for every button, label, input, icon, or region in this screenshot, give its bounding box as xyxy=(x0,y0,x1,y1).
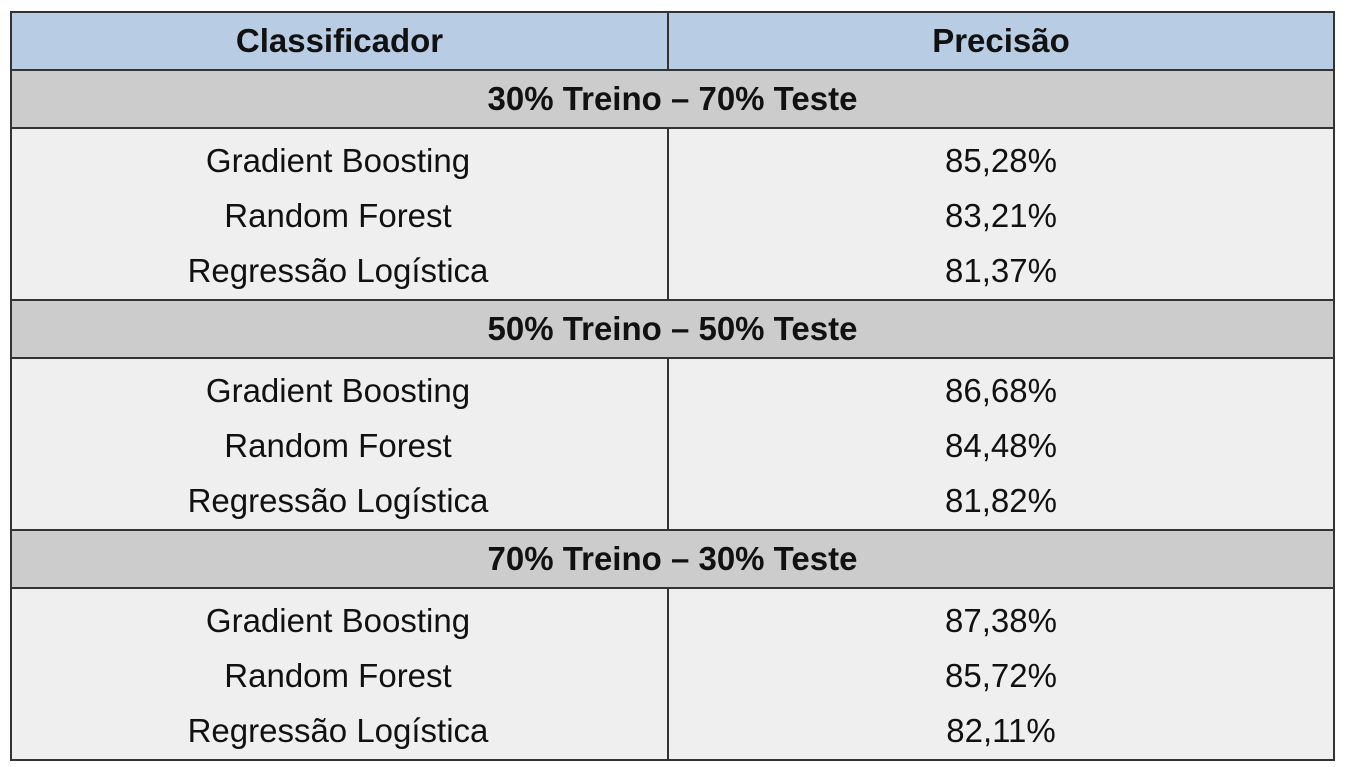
precision-cell: 83,21% xyxy=(945,196,1057,234)
precision-cell: 81,37% xyxy=(945,251,1057,289)
classifier-cell: Regressão Logística xyxy=(187,481,489,519)
classifier-cell: Gradient Boosting xyxy=(205,141,471,179)
precision-cell: 86,68% xyxy=(945,371,1057,409)
precision-column: 85,28% 83,21% 81,37% xyxy=(669,129,1333,299)
classifier-cell: Gradient Boosting xyxy=(205,601,471,639)
classifier-cell: Random Forest xyxy=(224,656,452,694)
group-header: 30% Treino – 70% Teste xyxy=(12,71,1333,129)
precision-column: 86,68% 84,48% 81,82% xyxy=(669,359,1333,529)
precision-column: 87,38% 85,72% 82,11% xyxy=(669,589,1333,759)
group-body: Gradient Boosting Random Forest Regressã… xyxy=(12,359,1333,531)
group-header: 50% Treino – 50% Teste xyxy=(12,301,1333,359)
precision-cell: 85,28% xyxy=(945,141,1057,179)
precision-cell: 81,82% xyxy=(945,481,1057,519)
classifier-column: Gradient Boosting Random Forest Regressã… xyxy=(12,589,669,759)
results-table: Classificador Precisão 30% Treino – 70% … xyxy=(10,11,1335,761)
precision-cell: 85,72% xyxy=(945,656,1057,694)
group-body: Gradient Boosting Random Forest Regressã… xyxy=(12,129,1333,301)
header-precision: Precisão xyxy=(932,22,1070,59)
classifier-cell: Random Forest xyxy=(224,196,452,234)
table-header-row: Classificador Precisão xyxy=(12,13,1333,71)
classifier-column: Gradient Boosting Random Forest Regressã… xyxy=(12,129,669,299)
precision-cell: 82,11% xyxy=(946,711,1056,749)
precision-cell: 87,38% xyxy=(945,601,1057,639)
group-body: Gradient Boosting Random Forest Regressã… xyxy=(12,589,1333,759)
classifier-column: Gradient Boosting Random Forest Regressã… xyxy=(12,359,669,529)
classifier-cell: Regressão Logística xyxy=(187,251,489,289)
precision-cell: 84,48% xyxy=(945,426,1057,464)
classifier-cell: Gradient Boosting xyxy=(205,371,471,409)
header-classifier: Classificador xyxy=(12,13,669,69)
classifier-cell: Random Forest xyxy=(224,426,452,464)
classifier-cell: Regressão Logística xyxy=(187,711,489,749)
group-header: 70% Treino – 30% Teste xyxy=(12,531,1333,589)
